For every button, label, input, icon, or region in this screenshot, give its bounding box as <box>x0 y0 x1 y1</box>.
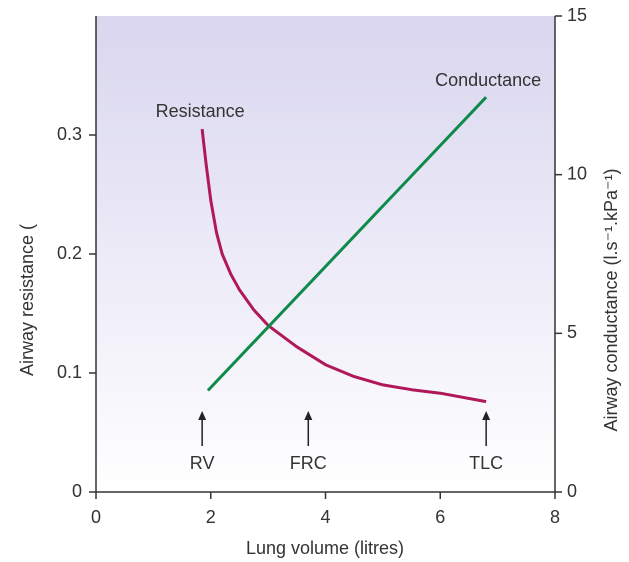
y2-tick-label: 0 <box>567 481 577 501</box>
y2-tick-label: 10 <box>567 163 587 183</box>
series-label: Resistance <box>156 101 245 121</box>
y-tick-label: 0.1 <box>57 362 82 382</box>
x-tick-label: 0 <box>91 507 101 527</box>
y2-tick-label: 15 <box>567 5 587 25</box>
y-tick-label: 0 <box>72 481 82 501</box>
annotation-label: FRC <box>290 453 327 473</box>
y2-tick-label: 5 <box>567 322 577 342</box>
y-axis-label: Airway resistance ( <box>17 224 37 376</box>
series-label: Conductance <box>435 70 541 90</box>
y2-axis-label: Airway conductance (l.s⁻¹.kPa⁻¹) <box>601 168 621 431</box>
x-tick-label: 2 <box>206 507 216 527</box>
y-tick-label: 0.2 <box>57 243 82 263</box>
x-tick-label: 4 <box>320 507 330 527</box>
x-tick-label: 6 <box>435 507 445 527</box>
annotation-arrowhead <box>198 411 207 420</box>
annotation-label: TLC <box>469 453 503 473</box>
series-line <box>206 96 488 392</box>
y-tick-label: 0.3 <box>57 124 82 144</box>
annotation-label: RV <box>190 453 215 473</box>
x-axis-label: Lung volume (litres) <box>246 538 404 558</box>
annotation-arrowhead <box>482 411 491 420</box>
annotation-arrowhead <box>304 411 313 420</box>
x-tick-label: 8 <box>550 507 560 527</box>
series-line <box>200 128 487 404</box>
plot-background <box>96 16 555 492</box>
